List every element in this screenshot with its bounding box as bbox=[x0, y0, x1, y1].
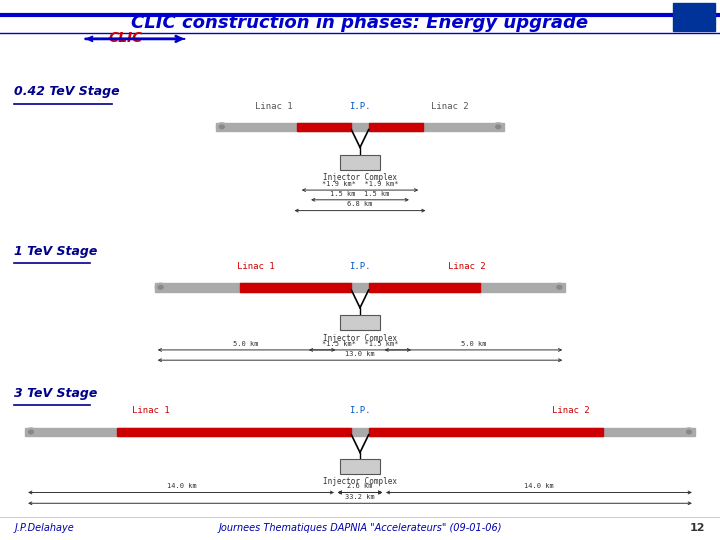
Text: 14.0 km: 14.0 km bbox=[166, 483, 197, 489]
Bar bbox=[340, 155, 380, 170]
Bar bbox=[340, 459, 380, 474]
Text: 6.8 km: 6.8 km bbox=[347, 201, 373, 207]
Circle shape bbox=[220, 125, 224, 129]
Text: Injector Complex: Injector Complex bbox=[323, 334, 397, 343]
Text: 5.0 km: 5.0 km bbox=[461, 341, 487, 347]
Text: 1.5 km  1.5 km: 1.5 km 1.5 km bbox=[330, 191, 390, 197]
Bar bbox=[155, 283, 565, 292]
Circle shape bbox=[26, 428, 37, 436]
Text: CERN: CERN bbox=[685, 16, 703, 21]
Text: 3 TeV Stage: 3 TeV Stage bbox=[14, 387, 98, 400]
Bar bbox=[369, 123, 423, 131]
Bar bbox=[117, 428, 351, 436]
Text: 1 TeV Stage: 1 TeV Stage bbox=[14, 245, 98, 258]
Text: 0.42 TeV Stage: 0.42 TeV Stage bbox=[14, 85, 120, 98]
Circle shape bbox=[687, 430, 691, 434]
Circle shape bbox=[29, 430, 33, 434]
Circle shape bbox=[492, 123, 503, 131]
Bar bbox=[369, 283, 480, 292]
Text: I.P.: I.P. bbox=[349, 102, 371, 111]
Text: Journees Thematiques DAPNIA "Accelerateurs" (09-01-06): Journees Thematiques DAPNIA "Accelerateu… bbox=[218, 523, 502, 533]
Text: 5.0 km: 5.0 km bbox=[233, 341, 259, 347]
Text: Linac 1: Linac 1 bbox=[132, 406, 170, 415]
Text: CLIC construction in phases: Energy upgrade: CLIC construction in phases: Energy upgr… bbox=[132, 14, 588, 31]
Circle shape bbox=[557, 286, 562, 289]
Bar bbox=[216, 123, 504, 131]
Bar bbox=[369, 428, 603, 436]
Text: 33.2 km: 33.2 km bbox=[345, 494, 375, 500]
Text: Linac 1: Linac 1 bbox=[237, 262, 274, 271]
Text: Linac 2: Linac 2 bbox=[552, 406, 590, 415]
Circle shape bbox=[554, 284, 564, 291]
Text: J.P.Delahaye: J.P.Delahaye bbox=[14, 523, 74, 533]
Text: CLIC: CLIC bbox=[109, 31, 143, 45]
Text: Linac 2: Linac 2 bbox=[431, 102, 469, 111]
Text: 14.0 km: 14.0 km bbox=[523, 483, 554, 489]
Bar bbox=[673, 3, 715, 31]
Text: *1.5 km*  *1.5 km*: *1.5 km* *1.5 km* bbox=[322, 341, 398, 347]
Bar bbox=[25, 428, 695, 436]
Circle shape bbox=[683, 428, 694, 436]
Text: *1.9 km*  *1.9 km*: *1.9 km* *1.9 km* bbox=[322, 181, 398, 187]
Text: I.P.: I.P. bbox=[349, 262, 371, 271]
Text: 2.6 km: 2.6 km bbox=[347, 483, 373, 489]
Text: Injector Complex: Injector Complex bbox=[323, 477, 397, 487]
Text: Injector Complex: Injector Complex bbox=[323, 173, 397, 182]
Bar bbox=[340, 315, 380, 330]
Bar bbox=[297, 123, 351, 131]
Text: 13.0 km: 13.0 km bbox=[345, 351, 375, 357]
Bar bbox=[240, 283, 351, 292]
Text: Linac 1: Linac 1 bbox=[255, 102, 292, 111]
Circle shape bbox=[158, 286, 163, 289]
Text: I.P.: I.P. bbox=[349, 406, 371, 415]
Circle shape bbox=[217, 123, 228, 131]
Circle shape bbox=[156, 284, 166, 291]
Circle shape bbox=[496, 125, 500, 129]
Text: Linac 2: Linac 2 bbox=[448, 262, 485, 271]
Text: 12: 12 bbox=[690, 523, 706, 533]
